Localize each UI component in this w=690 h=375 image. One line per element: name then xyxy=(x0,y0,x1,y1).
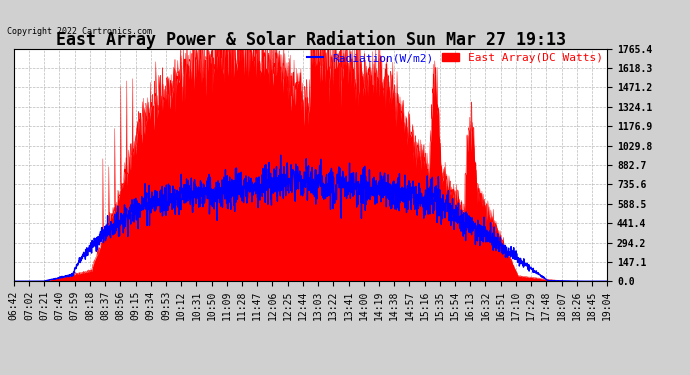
Legend: Radiation(W/m2), East Array(DC Watts): Radiation(W/m2), East Array(DC Watts) xyxy=(302,49,607,68)
Title: East Array Power & Solar Radiation Sun Mar 27 19:13: East Array Power & Solar Radiation Sun M… xyxy=(55,30,566,49)
Text: Copyright 2022 Cartronics.com: Copyright 2022 Cartronics.com xyxy=(7,27,152,36)
